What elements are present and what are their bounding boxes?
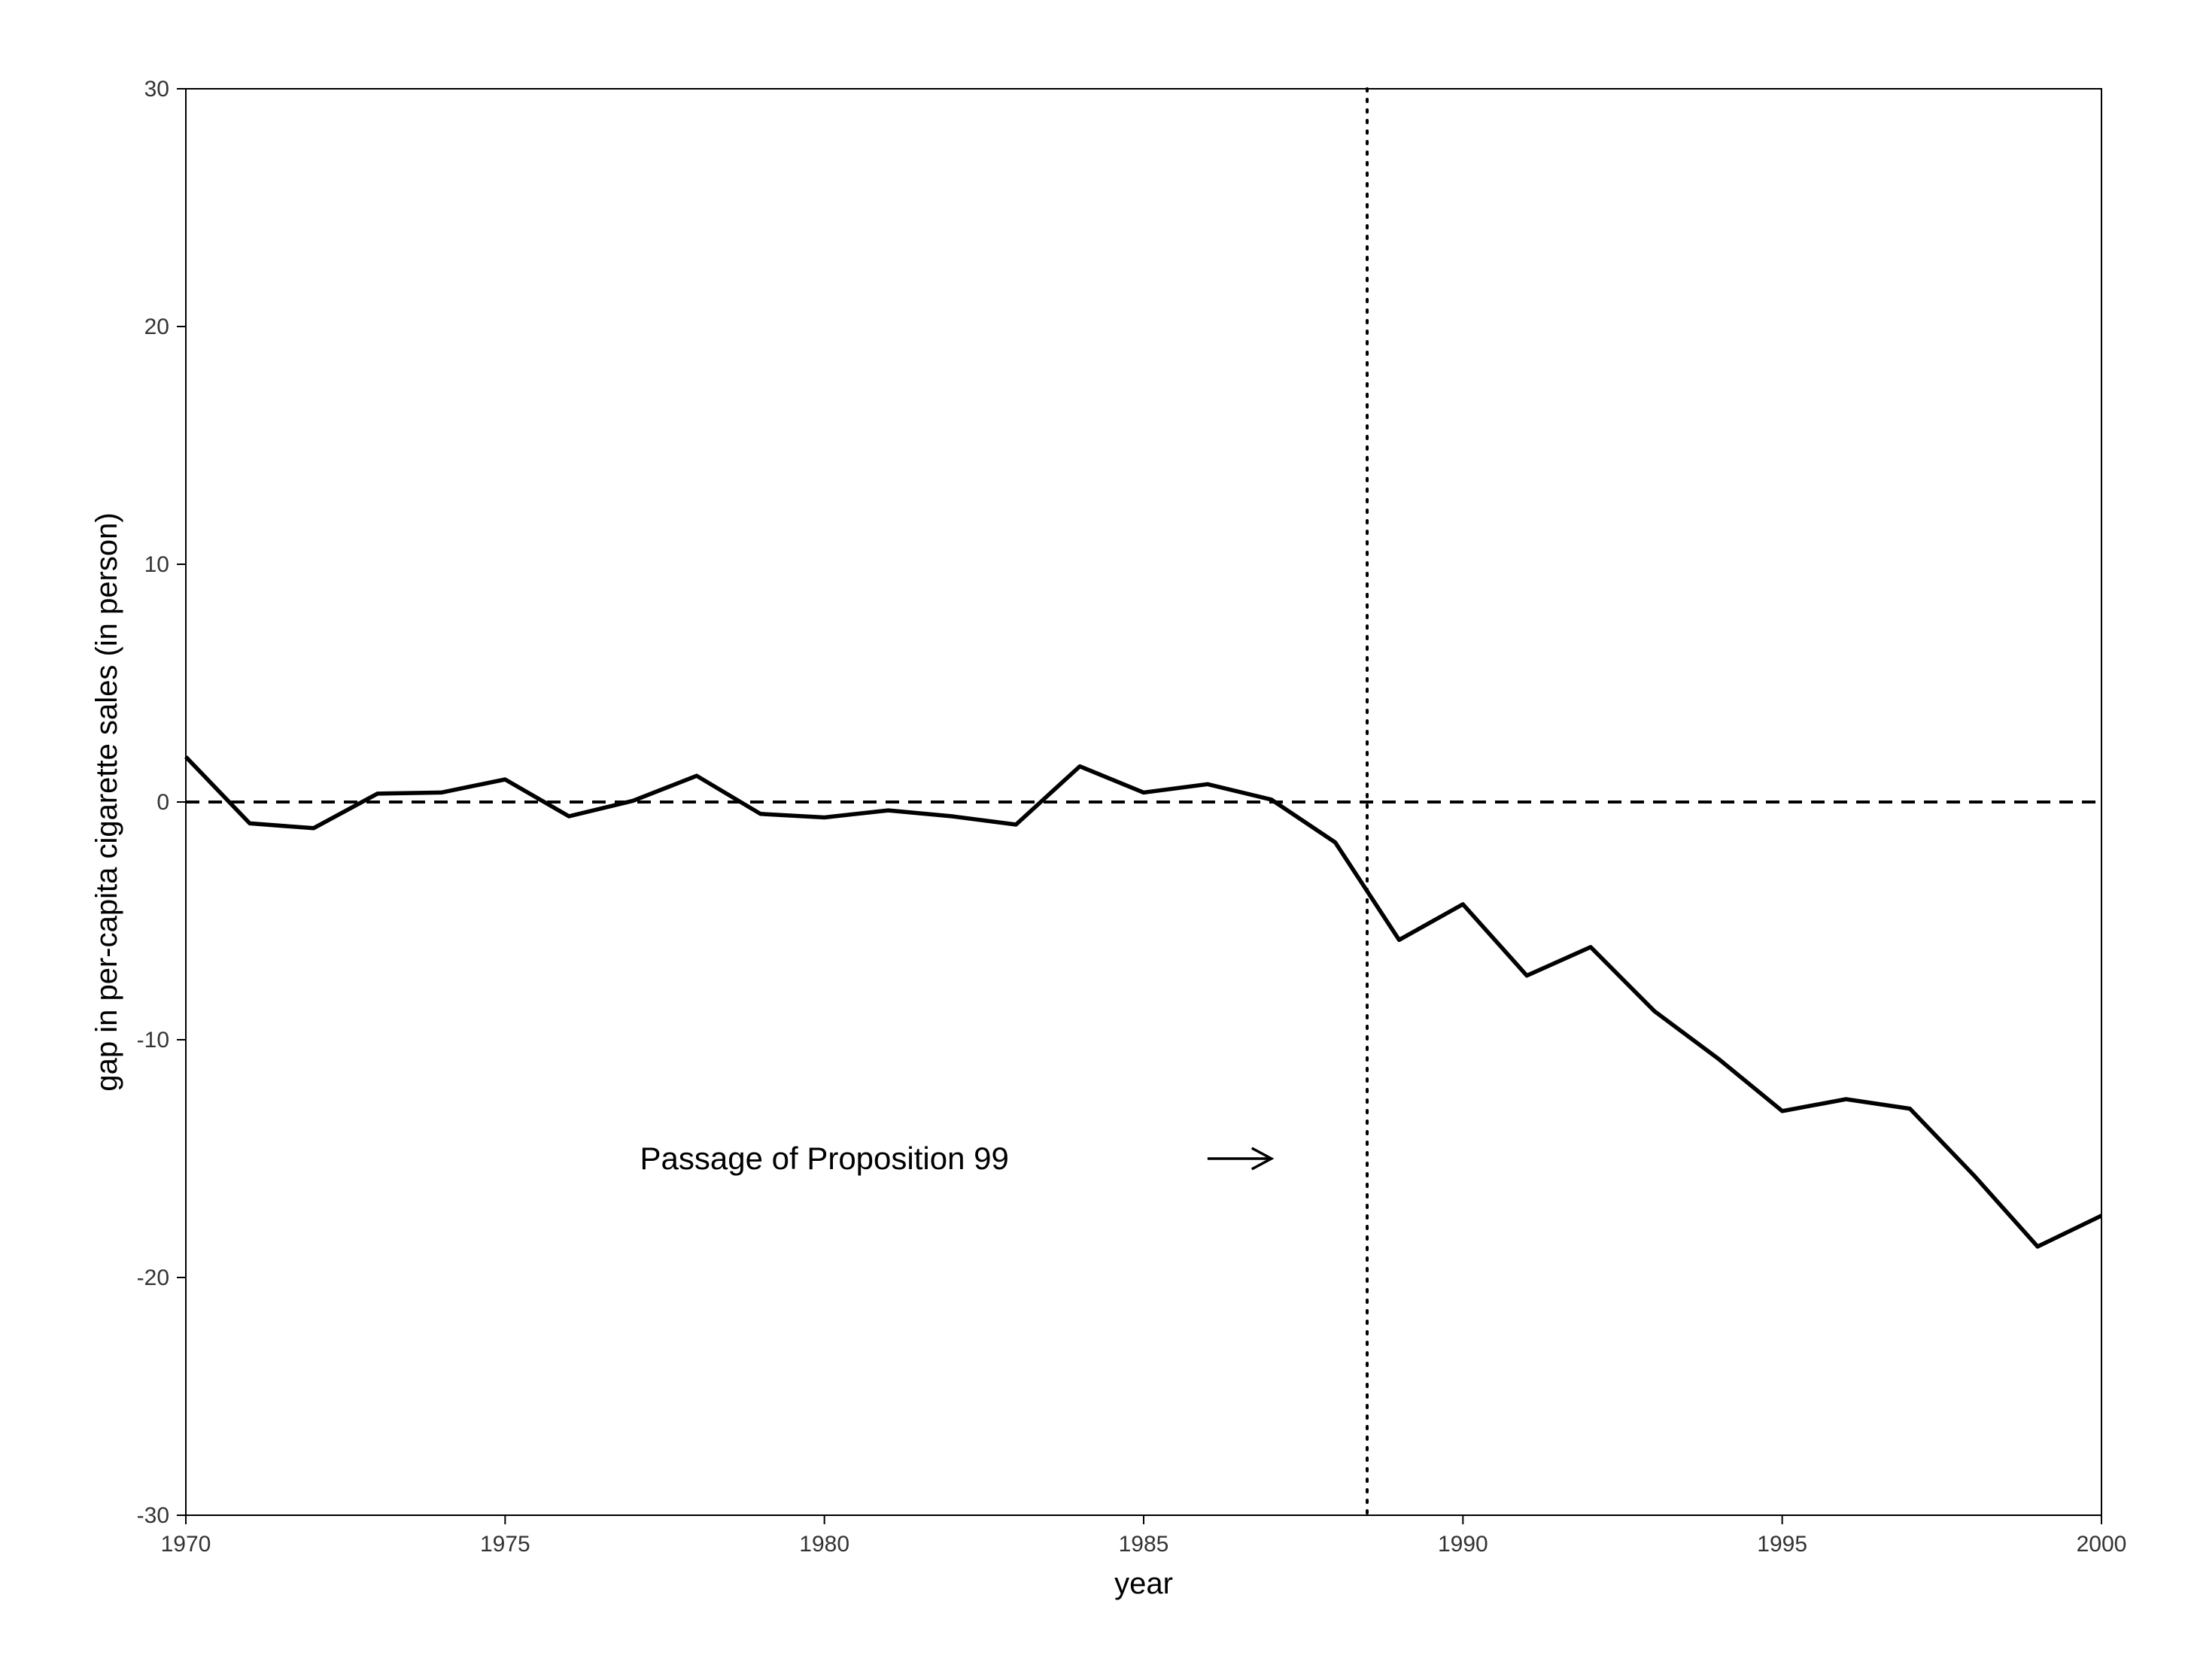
x-tick-label: 1990 — [1438, 1532, 1488, 1557]
y-axis-title: gap in per-capita cigarette sales (in pe… — [90, 512, 123, 1091]
x-tick-label: 1970 — [161, 1532, 211, 1557]
annotation-arrow — [1207, 1147, 1275, 1171]
plot-area: Passage of Proposition 99 — [184, 87, 2103, 1517]
x-tick-label: 1985 — [1119, 1532, 1169, 1557]
y-tick-label: 10 — [144, 552, 169, 577]
y-tick-label: -10 — [137, 1028, 169, 1053]
x-tick-label: 2000 — [2077, 1532, 2127, 1557]
x-tick-label: 1975 — [480, 1532, 530, 1557]
x-tick-label: 1980 — [799, 1532, 849, 1557]
y-tick-label: 20 — [144, 314, 169, 339]
x-axis-title: year — [1114, 1567, 1173, 1600]
y-tick-label: 30 — [144, 77, 169, 102]
axes: 1970 1975 1980 1985 1990 1995 2000 -30 -20 -10 0 10… — [137, 77, 2127, 1557]
y-tick-label: -30 — [137, 1503, 169, 1528]
y-tick-label: 0 — [157, 790, 169, 815]
series-line — [184, 755, 2103, 1249]
annotation-label: Passage of Proposition 99 — [640, 1141, 1009, 1176]
x-tick-label: 1995 — [1757, 1532, 1807, 1557]
y-tick-label: -20 — [137, 1265, 169, 1290]
